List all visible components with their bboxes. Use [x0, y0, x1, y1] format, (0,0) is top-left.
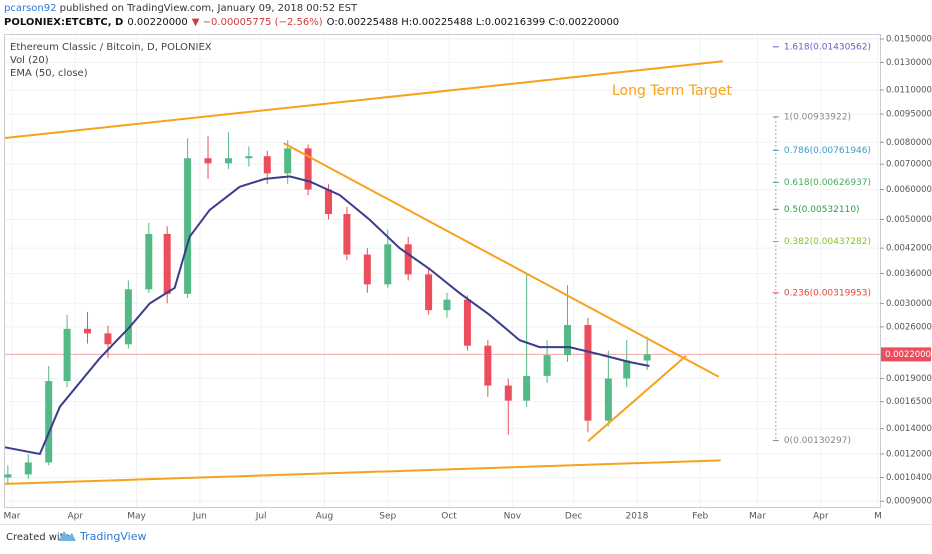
trendline: [587, 355, 687, 442]
x-tick-label: Feb: [692, 512, 708, 522]
candle-body: [463, 299, 471, 346]
x-tick-label: 2018: [625, 512, 648, 522]
x-tick-label: M: [874, 512, 882, 522]
change: ▼ −0.00005775 (−2.56%): [192, 17, 323, 28]
x-tick-label: Dec: [565, 512, 582, 522]
candle-body: [104, 333, 112, 345]
x-tick-label: Apr: [813, 512, 829, 522]
candle-body: [363, 254, 371, 285]
plot: 1.618(0.01430562) 1(0.00933922) 0.786(0.00…: [4, 35, 880, 507]
ohlc: O:0.00225488 H:0.00225488 L:0.00216399 C…: [327, 17, 620, 28]
candle-body: [84, 328, 92, 334]
candle-body: [325, 189, 333, 215]
x-tick-label: Apr: [67, 512, 83, 522]
candle-body: [564, 325, 571, 356]
trendline: [4, 459, 721, 485]
candle-body: [163, 233, 171, 294]
tv-logo: [58, 531, 76, 541]
last-price-label: 0.00220000: [885, 350, 932, 360]
candle-body: [504, 385, 512, 401]
candle-body: [304, 148, 312, 190]
fib-level-label: 0.5(0.00532110): [784, 205, 860, 215]
candle-body: [145, 233, 153, 290]
header-line-1: pcarson92 published on TradingView.com, …: [4, 3, 358, 14]
annotation: Long Term Target: [612, 83, 733, 99]
candle-body: [204, 158, 212, 164]
symbol: POLONIEX:ETCBTC, D: [4, 17, 123, 28]
candle-body: [425, 274, 433, 311]
fib-level-label: 0.786(0.00761946): [784, 146, 871, 156]
header-line-2: POLONIEX:ETCBTC, D 0.00220000 ▼ −0.0000577…: [4, 17, 619, 28]
candle-body: [604, 378, 612, 421]
candle-body: [263, 156, 271, 174]
legend-vol: Vol (20): [10, 55, 49, 66]
x-tick-label: Aug: [316, 512, 334, 522]
candle-body: [623, 360, 631, 379]
candle-body: [543, 355, 551, 376]
candle-body: [404, 244, 412, 275]
candle-body: [284, 148, 292, 174]
x-tick-label: May: [127, 512, 146, 522]
candle-body: [63, 328, 71, 382]
published: published on TradingView.com, January 09…: [56, 3, 357, 14]
candle-body: [384, 244, 392, 285]
candle-body: [224, 158, 232, 164]
candle-body: [343, 214, 351, 255]
ema-line: [4, 175, 650, 456]
x-tick-label: Mar: [3, 512, 20, 522]
fib-level-label: 0(0.00130297): [784, 436, 851, 446]
candle-body: [124, 289, 132, 345]
last-price-box: [881, 347, 931, 362]
legend-main: Ethereum Classic / Bitcoin, D, POLONIEX: [10, 42, 212, 53]
fib-level-label: 0.618(0.00626937): [784, 178, 871, 188]
candle-body: [184, 158, 192, 294]
fib-level-label: 1.618(0.01430562): [784, 42, 871, 52]
author[interactable]: pcarson92: [4, 3, 56, 14]
candle-body: [45, 381, 53, 463]
x-tick-label: Nov: [504, 512, 522, 522]
candle-body: [443, 299, 451, 311]
trendline: [283, 142, 720, 378]
candle-body: [484, 345, 492, 386]
x-tick-label: Oct: [441, 512, 457, 522]
candle-body: [643, 354, 651, 361]
x-tick-label: Jun: [192, 512, 207, 522]
candle-body: [4, 474, 12, 478]
trendline: [4, 60, 723, 140]
fib-level-label: 0.236(0.00319953): [784, 288, 871, 298]
footer-brand[interactable]: TradingView: [79, 530, 146, 543]
candle-body: [584, 325, 592, 421]
x-tick-label: Jul: [255, 512, 267, 522]
footer-created: Created with: [6, 532, 70, 543]
legend-ema: EMA (50, close): [10, 68, 88, 79]
candle-body: [245, 156, 253, 159]
candle-body: [523, 375, 531, 401]
fib-level-label: 1(0.00933922): [784, 112, 851, 122]
candle-body: [24, 462, 32, 475]
x-tick-label: Mar: [749, 512, 766, 522]
fib-level-label: 0.382(0.00437282): [784, 237, 871, 247]
price: 0.00220000: [127, 17, 187, 28]
x-tick-label: Sep: [379, 512, 396, 522]
